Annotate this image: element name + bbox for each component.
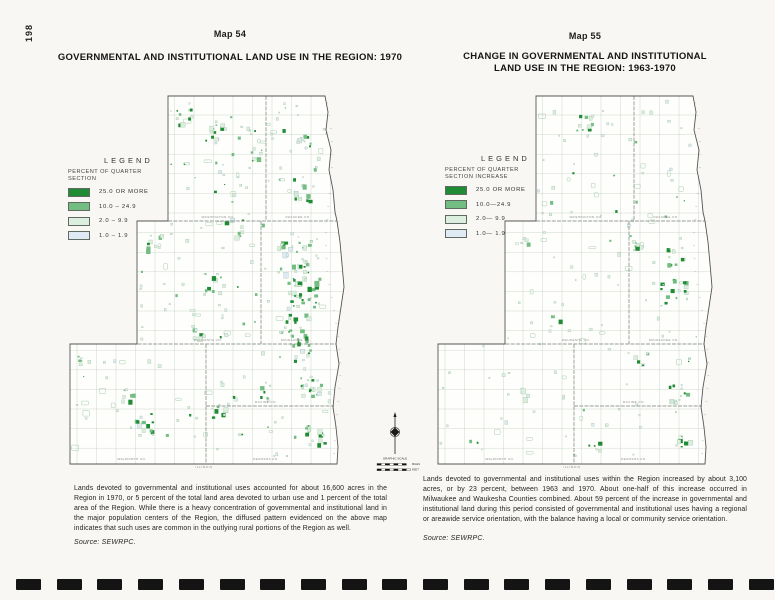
map54-source: Source: SEWRPC. <box>74 539 136 546</box>
legend-swatch <box>445 185 467 195</box>
film-strip-dash <box>260 579 286 590</box>
scale-feet-label: FEET <box>412 468 419 472</box>
film-strip-dash <box>423 579 448 590</box>
legend-item: 25.0 OR MORE <box>445 185 565 195</box>
map55-source: Source: SEWRPC. <box>423 535 485 542</box>
legend-swatch <box>68 202 90 212</box>
svg-text:MILWAUKEE CO.: MILWAUKEE CO. <box>649 338 679 342</box>
film-strip-dash <box>382 579 408 590</box>
film-strip-dash <box>300 579 326 590</box>
legend-item: 10.0—24.9 <box>445 200 565 210</box>
svg-text:ILLINOIS: ILLINOIS <box>563 465 581 469</box>
svg-text:WALWORTH CO.: WALWORTH CO. <box>117 457 146 461</box>
legend-item-label: 2.0 – 9.9 <box>99 218 129 225</box>
svg-text:RACINE CO.: RACINE CO. <box>255 400 277 404</box>
film-strip-dash <box>504 579 530 590</box>
legend-item: 2.0 – 9.9 <box>68 216 188 226</box>
film-strip-dash <box>626 579 652 590</box>
svg-text:ILLINOIS: ILLINOIS <box>195 465 213 469</box>
legend-item: 1.0 – 1.9 <box>68 231 188 241</box>
film-strip-dash <box>56 579 82 590</box>
legend-subtitle: PERCENT OF QUARTER SECTION <box>68 169 142 182</box>
map55-caption: Lands devoted to governmental and instit… <box>423 476 747 523</box>
legend-items: 25.0 OR MORE 10.0 – 24.9 2.0 – 9.9 1.0 – 1.… <box>68 187 188 241</box>
svg-text:WALWORTH CO.: WALWORTH CO. <box>485 457 514 461</box>
legend-swatch <box>68 231 90 241</box>
legend-item-label: 1.0 – 1.9 <box>99 232 129 239</box>
svg-text:KENOSHA CO.: KENOSHA CO. <box>253 457 279 461</box>
map55-title-line1: CHANGE IN GOVERNMENTAL AND INSTITUTIONAL <box>463 51 707 62</box>
film-strip-dash <box>463 579 489 590</box>
legend-swatch <box>445 200 467 210</box>
legend-item: 1.0— 1.9 <box>445 229 565 239</box>
legend-swatch <box>445 214 467 224</box>
map55-title-line2: LAND USE IN THE REGION: 1963-1970 <box>494 63 676 74</box>
legend-swatch <box>68 187 90 197</box>
page-number: 198 <box>24 23 35 43</box>
svg-text:WASHINGTON CO.: WASHINGTON CO. <box>201 215 234 219</box>
svg-text:MILWAUKEE CO.: MILWAUKEE CO. <box>281 338 311 342</box>
film-strip-dash <box>138 579 164 590</box>
legend-item-label: 10.0—24.9 <box>476 201 512 208</box>
film-strip <box>0 578 775 591</box>
legend-title: LEGEND <box>481 154 530 163</box>
legend-swatch <box>68 216 90 226</box>
map54-title: GOVERNMENTAL AND INSTITUTIONAL LAND USE … <box>57 52 403 63</box>
svg-text:RACINE CO.: RACINE CO. <box>623 400 645 404</box>
legend-item-label: 25.0 OR MORE <box>99 189 149 196</box>
north-arrow-icon <box>390 412 400 454</box>
svg-text:WAUKESHA CO.: WAUKESHA CO. <box>194 338 223 342</box>
graphic-scale: GRAPHIC SCALE MILES FEET <box>376 457 420 472</box>
legend-subtitle: PERCENT OF QUARTER SECTION INCREASE <box>445 167 519 180</box>
map54-caption: Lands devoted to governmental and instit… <box>74 485 387 532</box>
map55-label: Map 55 <box>568 31 602 41</box>
svg-text:OZAUKEE CO.: OZAUKEE CO. <box>285 215 311 219</box>
legend-item-label: 1.0— 1.9 <box>476 230 506 237</box>
legend-item: 25.0 OR MORE <box>68 187 188 197</box>
graphic-scale-label: GRAPHIC SCALE <box>383 457 407 461</box>
film-strip-dash <box>16 579 41 590</box>
film-strip-dash <box>667 579 693 590</box>
legend-map55: LEGEND PERCENT OF QUARTER SECTION INCREA… <box>445 154 565 239</box>
film-strip-dash <box>341 579 367 590</box>
svg-text:WAUKESHA CO.: WAUKESHA CO. <box>562 338 591 342</box>
legend-item-label: 25.0 OR MORE <box>476 187 526 194</box>
film-strip-dash <box>748 579 774 590</box>
svg-text:WASHINGTON CO.: WASHINGTON CO. <box>569 215 602 219</box>
legend-items: 25.0 OR MORE 10.0—24.9 2.0— 9.9 1.0— 1.9 <box>445 185 565 239</box>
film-strip-dash <box>178 579 204 590</box>
legend-swatch <box>445 229 467 239</box>
film-strip-dash <box>219 579 245 590</box>
map55-title: CHANGE IN GOVERNMENTAL AND INSTITUTIONAL… <box>420 51 750 75</box>
film-strip-dash <box>545 579 571 590</box>
legend-item: 10.0 – 24.9 <box>68 202 188 212</box>
legend-item: 2.0— 9.9 <box>445 214 565 224</box>
map55-region-map: WASHINGTON CO. OZAUKEE CO. WAUKESHA CO. MIL… <box>437 95 713 469</box>
legend-map54: LEGEND PERCENT OF QUARTER SECTION 25.0 O… <box>68 156 188 241</box>
scale-miles-label: MILES <box>412 462 420 466</box>
legend-title: LEGEND <box>104 156 153 165</box>
film-strip-dash <box>707 579 733 590</box>
svg-text:KENOSHA CO.: KENOSHA CO. <box>621 457 647 461</box>
film-strip-dash <box>585 579 611 590</box>
svg-text:OZAUKEE CO.: OZAUKEE CO. <box>653 215 679 219</box>
legend-item-label: 2.0— 9.9 <box>476 216 506 223</box>
film-strip-dash <box>97 579 123 590</box>
map54-label: Map 54 <box>213 29 247 39</box>
legend-item-label: 10.0 – 24.9 <box>99 203 137 210</box>
map54-region-map: WASHINGTON CO. OZAUKEE CO. WAUKESHA CO. MIL… <box>69 95 345 469</box>
north-arrow-and-scale: GRAPHIC SCALE MILES FEET <box>376 412 420 472</box>
